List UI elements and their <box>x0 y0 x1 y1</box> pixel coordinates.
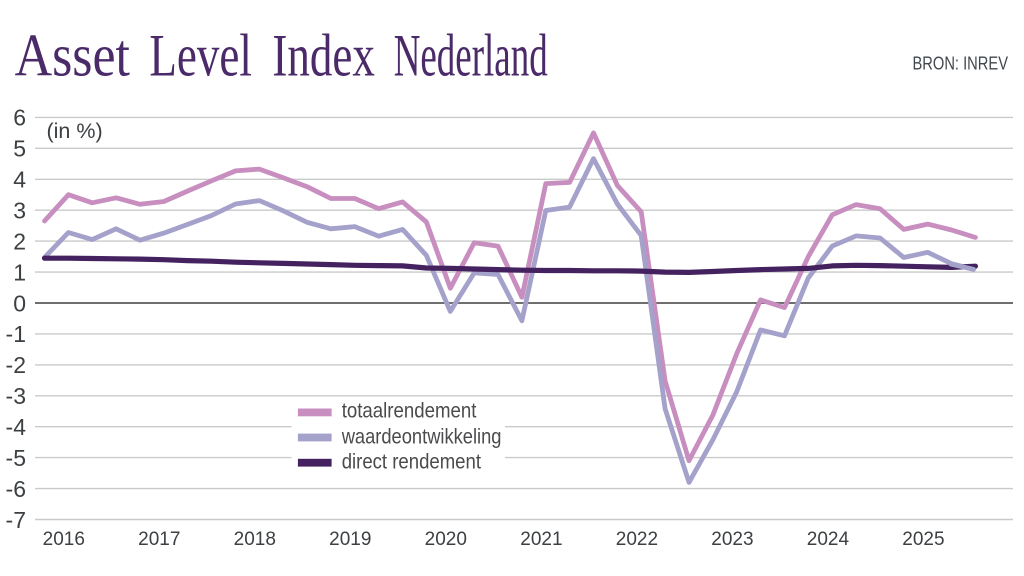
svg-text:(in %): (in %) <box>47 119 103 143</box>
svg-text:6: 6 <box>13 105 26 131</box>
svg-text:4: 4 <box>13 167 26 193</box>
svg-text:2025: 2025 <box>902 529 944 550</box>
svg-text:direct rendement: direct rendement <box>342 451 481 474</box>
svg-text:-6: -6 <box>6 476 26 502</box>
svg-text:2021: 2021 <box>520 529 562 550</box>
svg-text:2: 2 <box>13 228 26 254</box>
svg-text:2019: 2019 <box>329 529 371 550</box>
svg-text:2016: 2016 <box>43 529 85 550</box>
svg-text:2022: 2022 <box>616 529 658 550</box>
svg-text:3: 3 <box>13 198 26 224</box>
svg-text:2017: 2017 <box>138 529 180 550</box>
svg-text:totaalrendement: totaalrendement <box>342 400 477 423</box>
svg-text:Asset: Asset <box>15 23 131 89</box>
svg-text:-2: -2 <box>6 352 26 378</box>
svg-text:-3: -3 <box>6 383 26 409</box>
svg-text:waardeontwikkeling: waardeontwikkeling <box>341 425 502 448</box>
svg-text:Index: Index <box>272 23 375 89</box>
svg-text:-7: -7 <box>6 507 26 533</box>
svg-text:2018: 2018 <box>234 529 276 550</box>
svg-text:1: 1 <box>13 259 26 285</box>
svg-text:Nederland: Nederland <box>394 23 548 89</box>
svg-text:Level: Level <box>149 23 252 89</box>
svg-text:0: 0 <box>13 290 26 316</box>
svg-text:-1: -1 <box>6 321 26 347</box>
svg-text:BRON: INREV: BRON: INREV <box>913 53 1009 74</box>
svg-text:2023: 2023 <box>711 529 753 550</box>
svg-text:-4: -4 <box>6 414 27 440</box>
svg-text:5: 5 <box>13 136 26 162</box>
svg-text:2020: 2020 <box>425 529 467 550</box>
svg-text:-5: -5 <box>6 445 26 471</box>
svg-text:2024: 2024 <box>807 529 850 550</box>
